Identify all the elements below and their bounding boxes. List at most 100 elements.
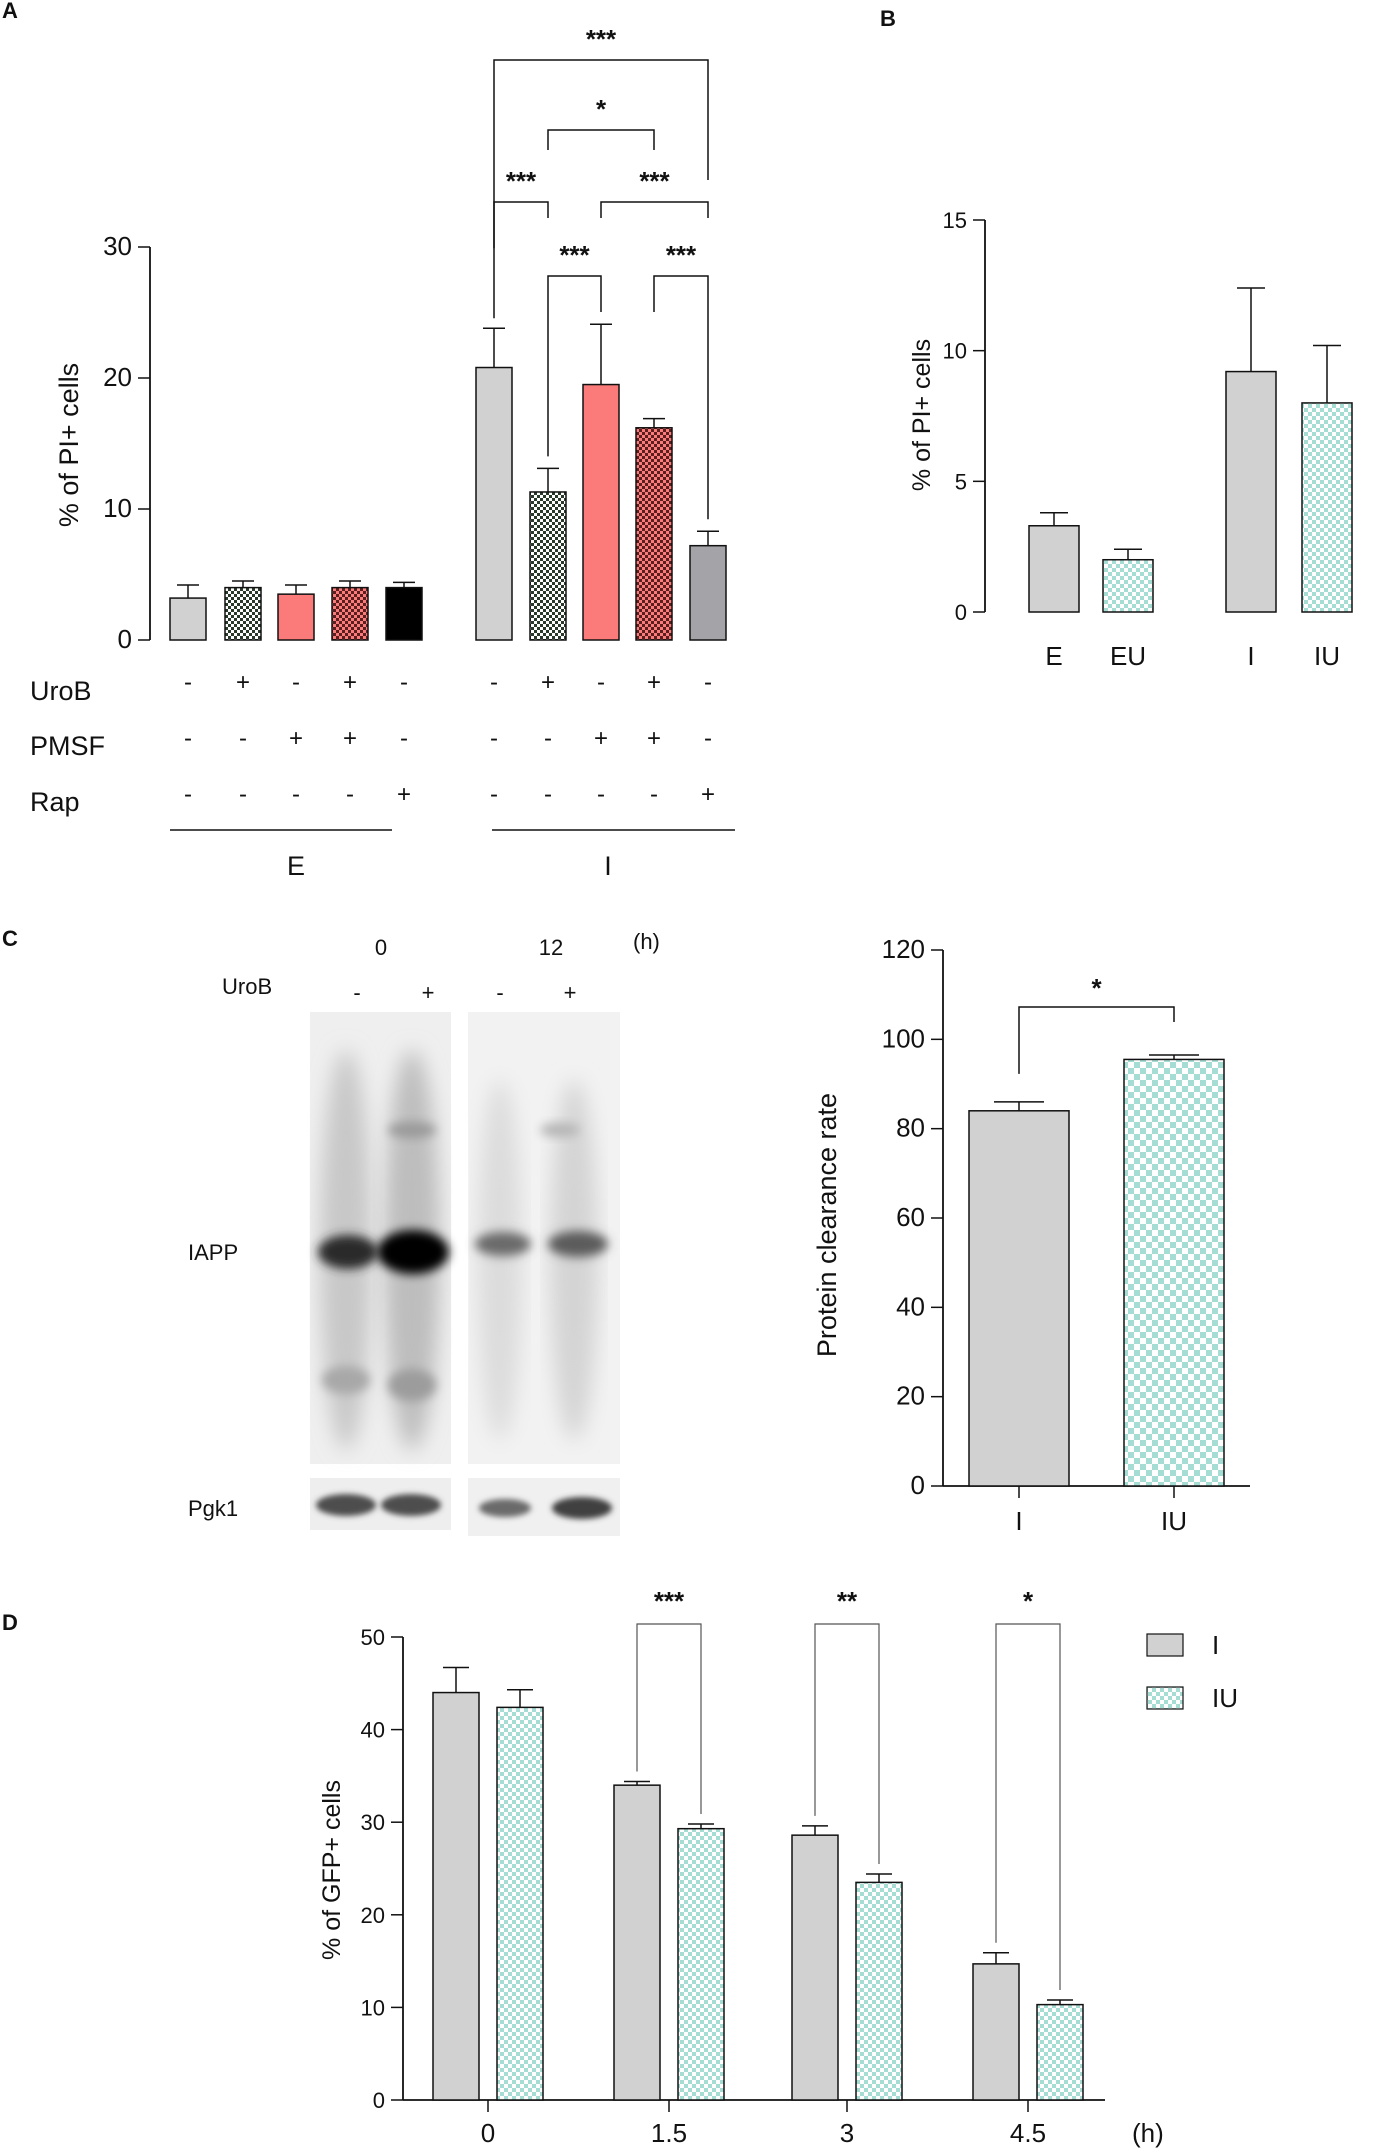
panel-d-bar [972,1963,1020,2101]
pgk1-band [316,1494,376,1516]
significance-label: *** [506,166,537,196]
panel-letter-d: D [2,1610,18,1635]
panel-c-y-tick-label: 100 [882,1023,925,1053]
significance-label: *** [559,240,590,270]
panel-b-y-tick-label: 5 [955,469,967,494]
row-sign: + [701,781,715,808]
band-label-iapp: IAPP [188,1240,238,1265]
row-sign: - [704,669,712,696]
row-sign: - [292,781,300,808]
row-sign: - [400,725,408,752]
panel-c-chart: 0 20 40 60 80 100 120 I IU * [882,934,1250,1536]
row-sign: + [236,669,250,696]
panel-b-x-tick-label: E [1045,641,1062,671]
panel-a-bar [475,366,513,641]
panel-d-x-tick-label: 3 [840,2118,854,2148]
panel-c-bar [1123,1058,1225,1487]
panel-letter-a: A [2,0,18,23]
panel-a-y-tick-label: 30 [103,231,132,261]
panel-b-x-tick-label: EU [1110,641,1146,671]
blot-treatment-label: UroB [222,974,272,999]
legend-label-iu: IU [1212,1683,1238,1713]
row-sign: - [184,725,192,752]
row-sign: - [239,725,247,752]
significance-label: *** [586,24,617,54]
row-sign: - [490,725,498,752]
blot-lane-sign: + [422,980,435,1005]
significance-bracket [493,59,709,249]
row-sign: - [400,669,408,696]
panel-d-bar [677,1827,725,2101]
panel-b-y-axis-label: % of PI+ cells [908,339,936,491]
row-sign: + [541,669,555,696]
panel-a-bar [635,427,673,641]
panel-d-bar [496,1706,544,2101]
panel-d-x-unit: (h) [1132,2118,1164,2148]
upper-band [540,1123,580,1137]
row-sign: - [490,781,498,808]
row-sign: - [346,781,354,808]
panel-c-x-tick-label: IU [1161,1506,1187,1536]
panel-d-bar [791,1834,839,2101]
panel-b-y-tick-label: 0 [955,600,967,625]
row-sign: + [343,669,357,696]
group-label-i: I [604,851,612,881]
panel-b-bar [1301,402,1353,613]
row-sign: + [647,669,661,696]
panel-d-bar [855,1881,903,2101]
lane-smear [550,1080,598,1440]
blot-lane-sign: + [564,980,577,1005]
panel-c-x-tick-label: I [1015,1506,1022,1536]
panel-d-x-tick-label: 0 [481,2118,495,2148]
iapp-band [377,1230,449,1274]
legend-swatch-i [1146,1633,1184,1657]
panel-a-bar [689,544,727,641]
row-sign: - [184,781,192,808]
panel-a-bar [331,586,369,641]
row-sign: - [184,669,192,696]
significance-bracket [995,1623,1061,1990]
row-sign: - [544,781,552,808]
panel-d-x-tick-label: 1.5 [651,2118,687,2148]
panel-a-bar [385,586,423,641]
panel-a-y-tick-label: 10 [103,493,132,523]
panel-d-y-tick-label: 0 [373,2088,385,2113]
lane-smear [478,1080,522,1440]
row-sign: + [289,725,303,752]
group-label-e: E [287,851,305,881]
pgk1-band [479,1499,531,1517]
legend-label-i: I [1212,1630,1219,1660]
significance-bracket [547,275,602,457]
panel-b-bar [1102,558,1154,613]
panel-b-y-tick-label: 10 [943,339,967,364]
panel-c-bar [968,1110,1070,1487]
panel-letter-c: C [2,926,18,951]
panel-d-x-tick-label: 4.5 [1010,2118,1046,2148]
row-label-rap: Rap [30,787,80,817]
panel-c-y-tick-label: 80 [896,1113,925,1143]
row-label-urob: UroB [30,676,92,706]
panel-b-y-tick-label: 15 [943,208,967,233]
panel-a-y-tick-label: 20 [103,362,132,392]
significance-label: * [1023,1586,1034,1616]
significance-bracket [653,275,709,520]
legend-swatch-iu [1146,1686,1184,1710]
blot-time-12: 12 [539,935,563,960]
pgk1-band [552,1497,612,1519]
row-sign: - [239,781,247,808]
panel-d-y-tick-label: 40 [361,1718,385,1743]
panel-b-bar [1225,370,1277,613]
panel-a-bar [277,593,315,641]
lower-band [388,1369,436,1401]
panel-a-bar [169,597,207,641]
panel-c-y-tick-label: 0 [911,1470,925,1500]
western-blot [310,1012,620,1536]
panel-letter-b: B [880,6,896,31]
panel-a-bar [582,383,620,641]
significance-label: * [596,94,607,124]
panel-c-y-tick-label: 20 [896,1381,925,1411]
row-sign: - [597,669,605,696]
panel-b-x-tick-label: I [1247,641,1254,671]
iapp-band [475,1232,531,1256]
